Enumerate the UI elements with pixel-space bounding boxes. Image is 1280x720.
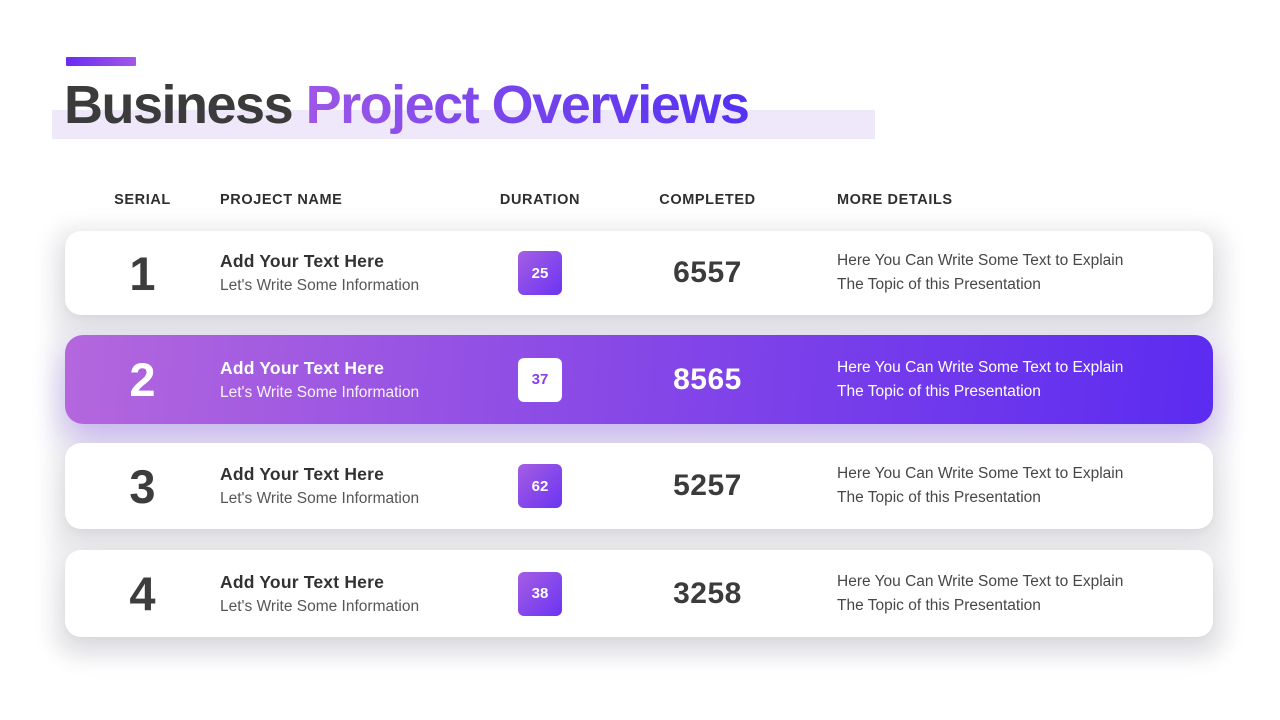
- project-name-cell: Add Your Text Here Let's Write Some Info…: [220, 251, 490, 295]
- column-header-more-details: MORE DETAILS: [837, 192, 953, 208]
- serial-number: 3: [129, 459, 156, 513]
- project-subtitle: Let's Write Some Information: [220, 383, 420, 401]
- column-header-completed: COMPLETED: [659, 192, 756, 208]
- details-line-1: Here You Can Write Some Text to Explain: [837, 358, 1124, 376]
- page-title: Business Project Overviews: [64, 74, 750, 136]
- page-title-gradient-part: Project Overviews: [292, 75, 750, 135]
- details-line-1: Here You Can Write Some Text to Explain: [837, 252, 1124, 269]
- duration-cell: 38: [490, 571, 590, 616]
- details-text: Here You Can Write Some Text to Explain …: [825, 249, 1213, 297]
- project-name: Add Your Text Here: [220, 571, 385, 592]
- details-text: Here You Can Write Some Text to Explain …: [825, 570, 1213, 618]
- completed-value: 3258: [673, 576, 742, 610]
- column-header-duration: DURATION: [499, 192, 581, 208]
- project-subtitle: Let's Write Some Information: [220, 277, 420, 294]
- table-row: 3 Add Your Text Here Let's Write Some In…: [65, 443, 1213, 529]
- project-subtitle: Let's Write Some Information: [220, 597, 420, 615]
- duration-cell: 25: [490, 251, 590, 295]
- project-name-cell: Add Your Text Here Let's Write Some Info…: [220, 358, 490, 402]
- duration-cell: 37: [490, 357, 590, 402]
- page-title-dark-part: Business: [64, 75, 294, 135]
- details-line-1: Here You Can Write Some Text to Explain: [837, 572, 1124, 590]
- project-name-cell: Add Your Text Here Let's Write Some Info…: [220, 464, 490, 508]
- title-highlight-bar: [52, 110, 875, 139]
- project-name: Add Your Text Here: [220, 464, 385, 484]
- serial-number: 2: [129, 353, 156, 406]
- completed-value: 6557: [673, 256, 742, 289]
- column-header-project-name: PROJECT NAME: [220, 192, 343, 208]
- serial-number: 1: [129, 246, 156, 300]
- duration-badge: 37: [518, 357, 562, 402]
- duration-badge: 62: [518, 464, 562, 508]
- duration-badge: 25: [518, 251, 562, 295]
- table-header-row: SERIAL PROJECT NAME DURATION COMPLETED M…: [65, 192, 1213, 208]
- project-subtitle: Let's Write Some Information: [220, 490, 420, 507]
- project-name: Add Your Text Here: [220, 251, 385, 271]
- duration-cell: 62: [490, 464, 590, 508]
- details-line-2: The Topic of this Presentation: [837, 489, 1041, 506]
- table-row: 4 Add Your Text Here Let's Write Some In…: [65, 550, 1213, 637]
- duration-badge: 38: [518, 571, 562, 616]
- details-text: Here You Can Write Some Text to Explain …: [825, 356, 1213, 404]
- table-row: 1 Add Your Text Here Let's Write Some In…: [65, 231, 1213, 315]
- project-name-cell: Add Your Text Here Let's Write Some Info…: [220, 572, 490, 616]
- details-text: Here You Can Write Some Text to Explain …: [825, 462, 1213, 510]
- table-row-highlighted: 2 Add Your Text Here Let's Write Some In…: [65, 335, 1213, 424]
- project-name: Add Your Text Here: [220, 357, 385, 378]
- details-line-2: The Topic of this Presentation: [837, 276, 1041, 293]
- completed-value: 5257: [673, 469, 742, 502]
- column-header-serial: SERIAL: [114, 192, 171, 208]
- completed-value: 8565: [673, 362, 742, 396]
- details-line-2: The Topic of this Presentation: [837, 596, 1041, 614]
- serial-number: 4: [129, 567, 156, 620]
- details-line-2: The Topic of this Presentation: [837, 382, 1041, 400]
- table-body: 1 Add Your Text Here Let's Write Some In…: [65, 231, 1213, 637]
- accent-bar: [66, 57, 136, 66]
- details-line-1: Here You Can Write Some Text to Explain: [837, 465, 1124, 482]
